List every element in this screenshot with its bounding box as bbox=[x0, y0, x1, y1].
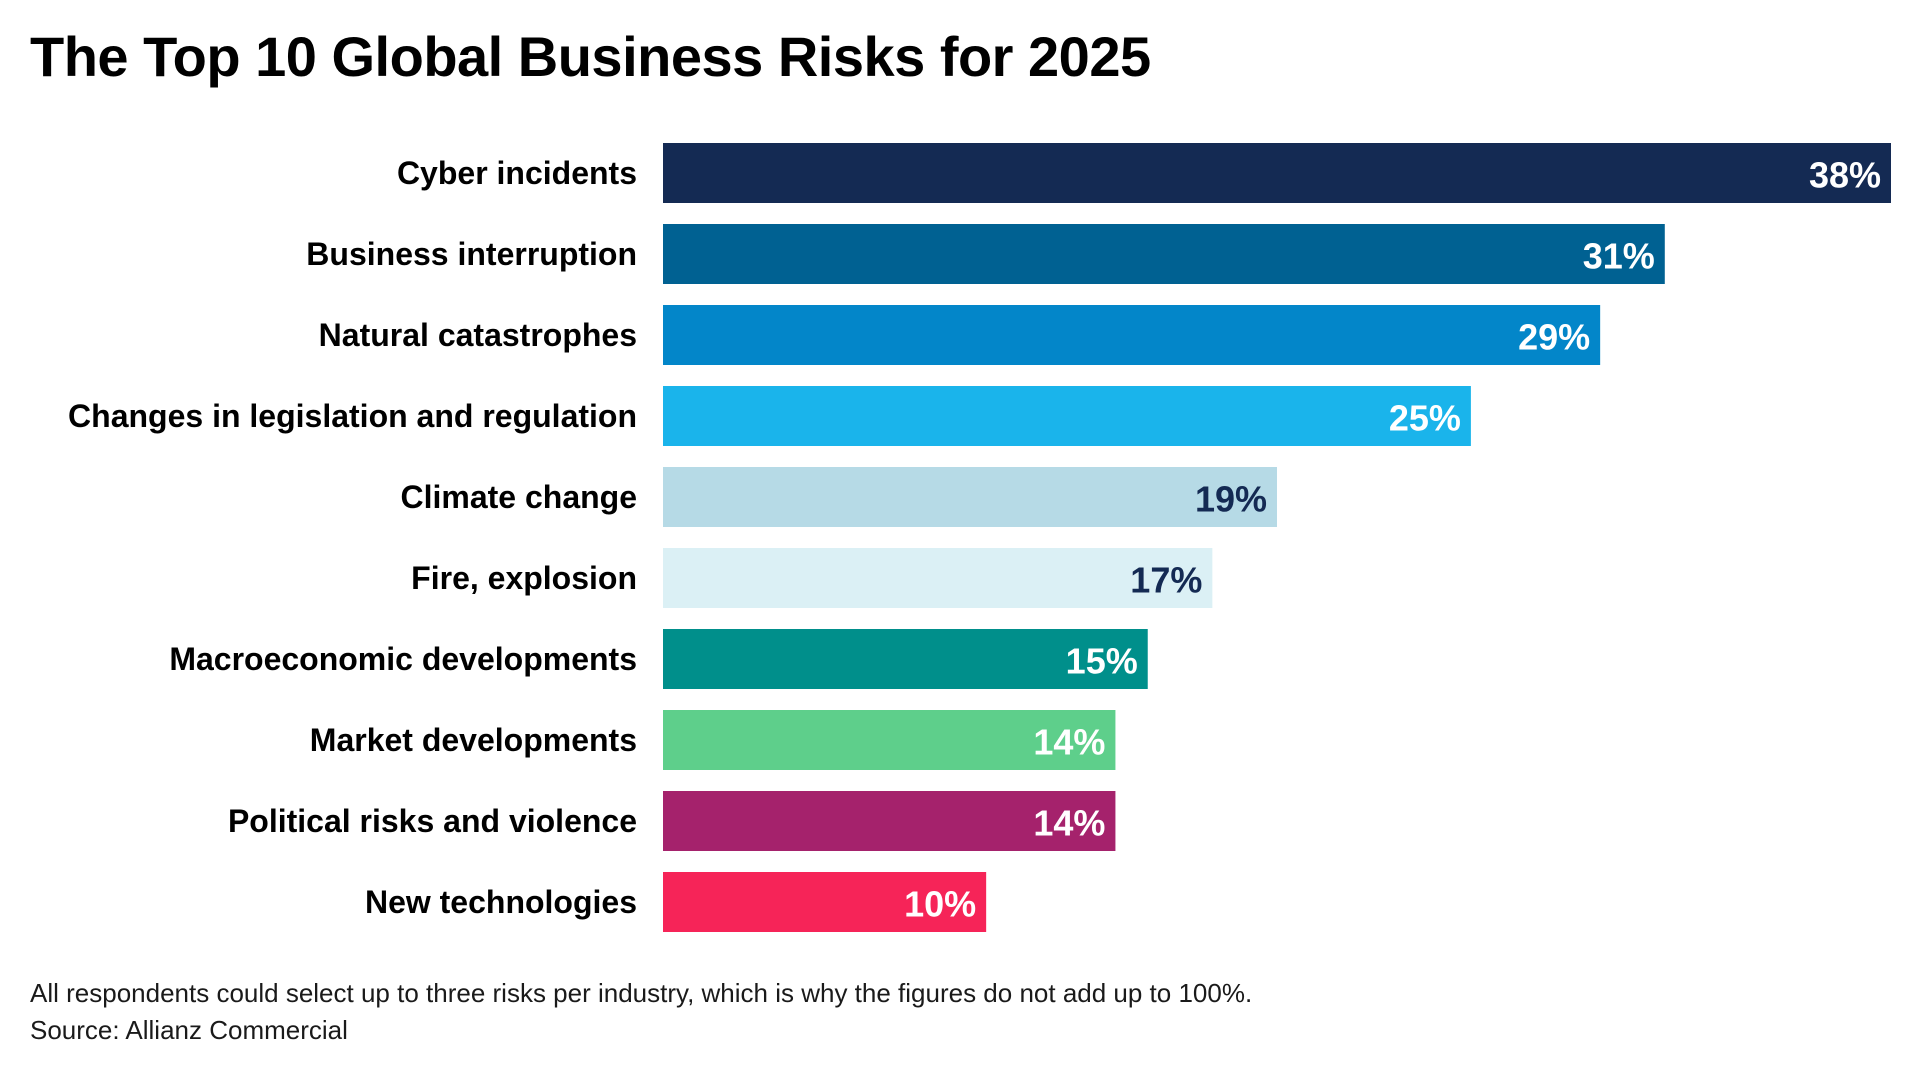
bar bbox=[663, 143, 1891, 203]
category-label: Political risks and violence bbox=[228, 803, 637, 839]
bars-group: Cyber incidents 38% Business interruption 3… bbox=[68, 143, 1891, 932]
bar bbox=[663, 467, 1277, 527]
value-label: 15% bbox=[1066, 641, 1138, 682]
category-label: Macroeconomic developments bbox=[169, 641, 637, 677]
category-label: New technologies bbox=[365, 884, 637, 920]
category-label: Business interruption bbox=[306, 236, 637, 272]
value-label: 10% bbox=[904, 884, 976, 925]
category-label: Cyber incidents bbox=[397, 155, 637, 191]
bar bbox=[663, 791, 1116, 851]
category-label: Climate change bbox=[400, 479, 637, 515]
category-label: Changes in legislation and regulation bbox=[68, 398, 637, 434]
value-label: 29% bbox=[1518, 317, 1590, 358]
bar bbox=[663, 629, 1148, 689]
category-label: Natural catastrophes bbox=[319, 317, 637, 353]
bar bbox=[663, 386, 1471, 446]
footnote-note: All respondents could select up to three… bbox=[30, 978, 1253, 1008]
category-label: Fire, explosion bbox=[411, 560, 637, 596]
footnote-source: Source: Allianz Commercial bbox=[30, 1015, 348, 1045]
value-label: 17% bbox=[1130, 560, 1202, 601]
value-label: 14% bbox=[1033, 722, 1105, 763]
value-label: 25% bbox=[1389, 398, 1461, 439]
value-label: 19% bbox=[1195, 479, 1267, 520]
bar bbox=[663, 872, 987, 932]
value-label: 38% bbox=[1809, 155, 1881, 196]
chart-title: The Top 10 Global Business Risks for 202… bbox=[30, 25, 1151, 88]
bar bbox=[663, 305, 1601, 365]
bar bbox=[663, 548, 1213, 608]
chart-footnote: All respondents could select up to three… bbox=[30, 975, 1252, 1049]
bar bbox=[663, 224, 1665, 284]
bar bbox=[663, 710, 1116, 770]
value-label: 14% bbox=[1033, 803, 1105, 844]
category-label: Market developments bbox=[310, 722, 637, 758]
value-label: 31% bbox=[1583, 236, 1655, 277]
